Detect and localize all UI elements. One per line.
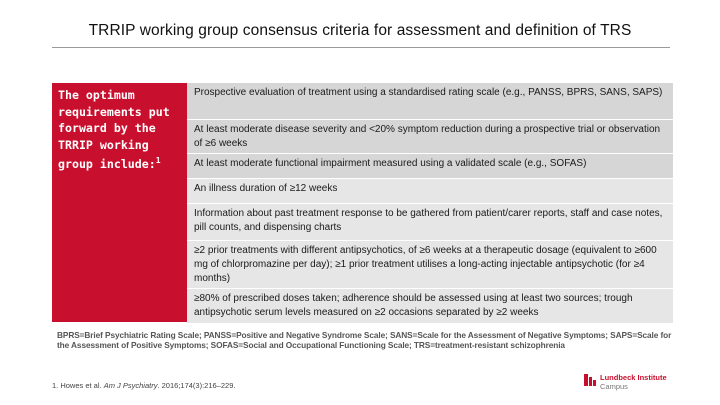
citation-superscript: 1 (155, 156, 161, 165)
criteria-intro-text: The optimum requirements put forward by … (58, 88, 170, 171)
logo-subtitle: Campus (600, 382, 628, 391)
criterion-row: At least moderate disease severity and <… (187, 120, 673, 154)
criterion-row: An illness duration of ≥12 weeks (187, 179, 673, 204)
criteria-intro-box: The optimum requirements put forward by … (52, 83, 187, 322)
lundbeck-logo: Lundbeck Institute Campus (583, 371, 673, 397)
reference-authors: 1. Howes et al. (52, 381, 104, 390)
criterion-row: Information about past treatment respons… (187, 204, 673, 241)
title-divider (52, 47, 670, 48)
reference-journal: Am J Psychiatry (103, 381, 158, 390)
criterion-row: ≥2 prior treatments with different antip… (187, 241, 673, 289)
criterion-row: Prospective evaluation of treatment usin… (187, 83, 673, 120)
criterion-row: ≥80% of prescribed doses taken; adherenc… (187, 289, 673, 323)
criteria-list: Prospective evaluation of treatment usin… (187, 83, 673, 323)
reference-details: . 2016;174(3):216–229. (157, 381, 236, 390)
logo-name: Lundbeck Institute (600, 373, 667, 382)
criterion-row: At least moderate functional impairment … (187, 154, 673, 179)
lundbeck-logo-icon (584, 374, 596, 386)
slide-title: TRRIP working group consensus criteria f… (88, 22, 632, 39)
reference-footnote: 1. Howes et al. Am J Psychiatry. 2016;17… (52, 381, 235, 390)
abbreviations-footnote: BPRS=Brief Psychiatric Rating Scale; PAN… (57, 330, 672, 350)
